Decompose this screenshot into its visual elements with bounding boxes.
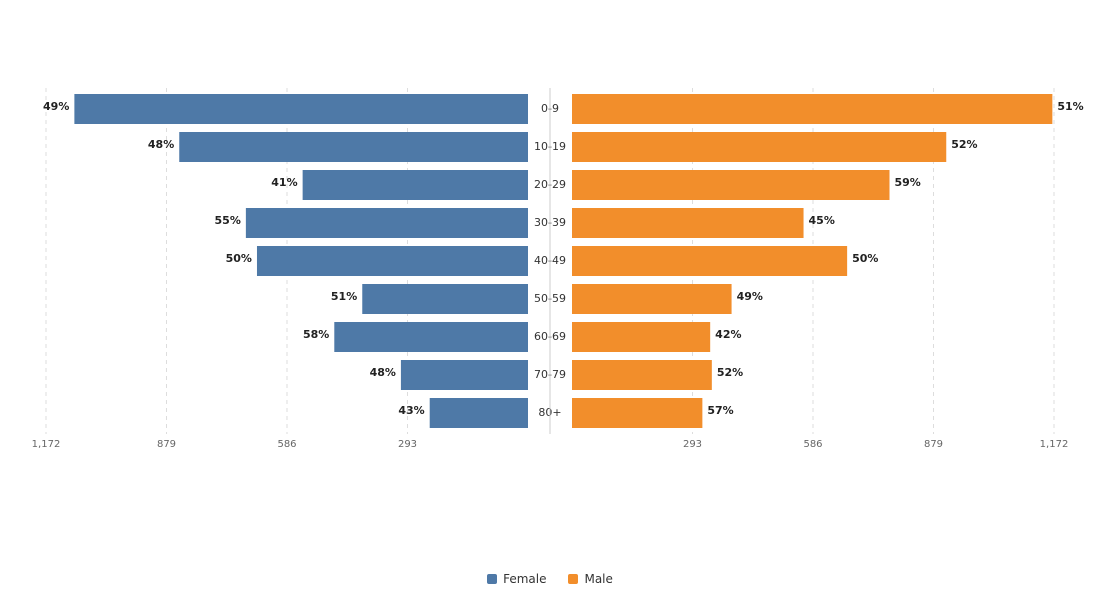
data-label-male: 42% xyxy=(715,328,741,341)
bar-male[interactable] xyxy=(572,322,711,352)
data-label-female: 51% xyxy=(331,290,357,303)
data-label-male: 50% xyxy=(852,252,878,265)
data-label-male: 49% xyxy=(737,290,763,303)
data-label-female: 48% xyxy=(370,366,396,379)
data-label-female: 43% xyxy=(398,404,424,417)
tick-label-right: 293 xyxy=(683,439,702,450)
tick-label-left: 879 xyxy=(157,439,176,450)
bar-female[interactable] xyxy=(256,246,528,276)
legend-item-female[interactable]: Female xyxy=(487,572,546,586)
bar-male[interactable] xyxy=(572,284,732,314)
data-label-female: 55% xyxy=(215,214,241,227)
bar-female[interactable] xyxy=(400,360,528,390)
bar-female[interactable] xyxy=(74,94,528,124)
bar-male[interactable] xyxy=(572,360,712,390)
legend-swatch-male xyxy=(568,574,579,584)
legend-label-female: Female xyxy=(503,572,547,586)
data-label-female: 48% xyxy=(148,138,174,151)
bar-female[interactable] xyxy=(245,208,528,238)
bar-female[interactable] xyxy=(179,132,528,162)
tick-label-right: 586 xyxy=(803,439,822,450)
tick-label-left: 293 xyxy=(398,439,417,450)
legend-swatch-female xyxy=(487,574,498,584)
bars-layer xyxy=(74,94,1053,428)
bar-male[interactable] xyxy=(572,132,947,162)
bar-male[interactable] xyxy=(572,208,804,238)
tick-label-right: 1,172 xyxy=(1040,439,1069,450)
data-label-female: 58% xyxy=(303,328,329,341)
bar-male[interactable] xyxy=(572,94,1053,124)
bar-male[interactable] xyxy=(572,398,703,428)
data-label-female: 41% xyxy=(271,176,297,189)
data-label-female: 50% xyxy=(226,252,252,265)
data-label-male: 52% xyxy=(951,138,977,151)
data-label-male: 52% xyxy=(717,366,743,379)
axis-layer: 1,172 1,172 879 879 586 586 293 293 xyxy=(32,88,1069,450)
tick-label-left: 586 xyxy=(277,439,296,450)
tick-label-left: 1,172 xyxy=(32,439,61,450)
bar-female[interactable] xyxy=(334,322,528,352)
bar-female[interactable] xyxy=(362,284,528,314)
data-label-male: 51% xyxy=(1057,100,1083,113)
bar-female[interactable] xyxy=(302,170,528,200)
data-label-male: 59% xyxy=(894,176,920,189)
legend-label-male: Male xyxy=(584,572,613,586)
legend-item-male[interactable]: Male xyxy=(568,572,613,586)
bar-male[interactable] xyxy=(572,246,848,276)
bar-male[interactable] xyxy=(572,170,890,200)
tick-label-right: 879 xyxy=(924,439,943,450)
data-label-male: 57% xyxy=(707,404,733,417)
bar-female[interactable] xyxy=(429,398,528,428)
data-label-male: 45% xyxy=(809,214,835,227)
data-label-female: 49% xyxy=(43,100,69,113)
legend: Female Male xyxy=(0,572,1100,586)
